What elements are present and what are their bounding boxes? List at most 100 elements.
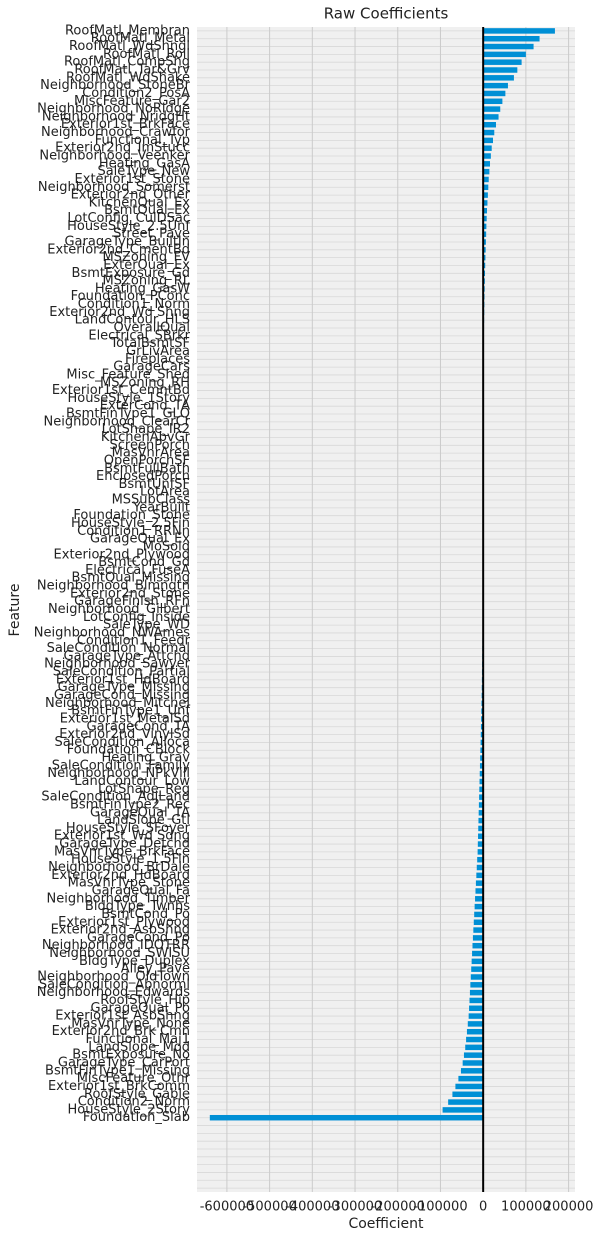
y-tick-label: RoofStyle_Gable (84, 1087, 190, 1102)
y-tick-label: BsmtFinType1_GLQ (66, 407, 190, 422)
y-tick-label: GarageQual_Fa (92, 883, 190, 898)
y-tick-label: RoofMatl_WdShngl (69, 39, 190, 54)
y-axis-label: Feature (7, 584, 23, 637)
y-tick-label: Misc_Feature_Shed (66, 367, 190, 382)
bar (465, 1044, 484, 1051)
y-tick-label: GarageCond_Po (87, 930, 190, 945)
bar (483, 192, 488, 198)
bar (476, 872, 484, 879)
y-tick-label: RoofMatl_Metal (91, 31, 190, 46)
y-tick-label: RoofMatl_CompShg (64, 55, 190, 70)
y-tick-label: Neighborhood_SWISU (49, 946, 190, 961)
bar (483, 247, 486, 253)
bar (476, 864, 484, 871)
bar (479, 763, 484, 769)
y-tick-label: Heating_GasA (99, 156, 190, 171)
y-tick-label: Neighborhood_ClearCr (44, 414, 191, 429)
y-tick-label: BsmtFinType2_Rec (70, 797, 190, 812)
y-tick-label: LandSlope_Gtl (97, 813, 190, 828)
x-tick-label: 0 (479, 1200, 487, 1215)
bar (209, 1114, 484, 1121)
y-tick-label: Neighborhood_BrDale (48, 860, 190, 875)
y-tick-label: Exterior1st_MetalSd (60, 711, 190, 726)
y-tick-label: GarageType_Attchd (64, 649, 190, 664)
y-tick-label: Neighborhood_StoneBr (40, 78, 191, 93)
y-tick-label: Neighborhood_Edwards (37, 985, 190, 1000)
y-tick-label: BsmtCond_Gd (98, 555, 190, 570)
x-tick-label: -600000 (200, 1200, 254, 1215)
bar (477, 856, 484, 863)
y-tick-label: Condition1_Norm (78, 297, 190, 312)
bar (448, 1099, 484, 1105)
y-tick-label: GarageQual_Po (91, 1001, 191, 1016)
x-tick-label: 100000 (501, 1200, 551, 1215)
y-tick-label: HouseStyle_2.5Unf (67, 219, 190, 234)
y-tick-label: LotArea (140, 485, 190, 500)
y-tick-label: Foundation_Slab (83, 1110, 190, 1125)
y-tick-label: GrLivArea (126, 344, 190, 359)
y-tick-label: BsmtFullBath (104, 461, 190, 476)
y-tick-label: MasVnrArea (112, 446, 190, 461)
y-tick-label: Neighborhood_NoRidge (37, 102, 190, 117)
x-tick-label: -500000 (242, 1200, 296, 1215)
y-tick-label: Exterior2nd_Stone (70, 586, 190, 601)
bar (478, 810, 484, 816)
y-tick-label: Exterior1st_AsbShng (55, 1009, 190, 1024)
bar (477, 841, 484, 847)
bar (483, 129, 495, 136)
y-tick-label: HouseStyle_SFoyer (66, 821, 191, 836)
y-tick-label: LotShape_Reg (98, 782, 190, 797)
bar (452, 1091, 484, 1098)
y-tick-label: Neighborhood_NWAmes (34, 625, 190, 640)
bar (475, 888, 484, 894)
y-tick-label: LotShape_IR2 (102, 422, 190, 437)
y-tick-label: Exterior1st_CemntBd (52, 383, 190, 398)
bar (467, 1021, 484, 1027)
y-tick-label: Foundation_PConc (71, 289, 190, 304)
y-tick-label: BsmtCond_Po (101, 907, 190, 922)
bar (469, 997, 484, 1004)
y-tick-label: BldgType_Duplex (79, 954, 190, 969)
y-tick-label: SaleCondition_Partial (53, 665, 190, 680)
y-tick-label: Exterior1st_Plywood (58, 915, 190, 930)
y-tick-label: Exterior2nd_Plywood (54, 547, 190, 562)
bar (480, 724, 484, 730)
y-tick-label: Exterior2nd_ImStucc (55, 141, 190, 156)
y-tick-label: Foundation_Stone (73, 508, 190, 523)
y-tick-label: Exterior2nd_Brk Cmn (52, 1024, 190, 1039)
y-tick-label: SaleCondition_Alloca (54, 735, 190, 750)
y-tick-label: Exterior2nd_Wd Shng (49, 305, 190, 320)
bar (483, 153, 491, 159)
y-tick-label: MSZoning_RH (100, 375, 190, 390)
bar (483, 215, 487, 222)
bar (483, 137, 493, 144)
bar (466, 1028, 484, 1035)
bar (479, 786, 484, 793)
y-tick-label: LandContour_Low (74, 774, 190, 789)
y-tick-label: MSSubClass (112, 493, 191, 508)
y-tick-label: GarageType_BuiltIn (64, 235, 190, 250)
bar (483, 59, 522, 65)
bar (483, 145, 492, 151)
bar (483, 114, 499, 120)
bar (483, 262, 486, 269)
bar (483, 254, 486, 261)
y-tick-label: Exterior1st_Stone (75, 172, 190, 187)
y-tick-label: LotConfig_CulDSac (67, 211, 190, 226)
y-tick-label: SaleType_WD (103, 618, 190, 633)
y-tick-label: MSZoning_RL (103, 274, 191, 289)
y-tick-label: RoofMatl_Roll (103, 47, 190, 62)
y-tick-label: Condition2_Norm (78, 1095, 190, 1110)
bar (472, 942, 484, 949)
y-tick-label: Exterior2nd_VinylSd (59, 727, 190, 742)
y-tick-label: HouseStyle_2.5Fin (71, 516, 190, 531)
y-tick-label: SaleCondition_AdjLand (41, 790, 190, 805)
bar (474, 903, 484, 910)
y-tick-label: Neighborhood_NridgHt (42, 109, 190, 124)
y-tick-label: Street_Pave (113, 227, 190, 242)
x-tick-label: 200000 (544, 1200, 594, 1215)
y-tick-label: Heating_GasW (95, 281, 190, 296)
y-tick-label: MasVnrType_Stone (68, 876, 190, 891)
y-tick-label: RoofMatl_WdShake (66, 70, 190, 85)
bar (478, 833, 484, 839)
